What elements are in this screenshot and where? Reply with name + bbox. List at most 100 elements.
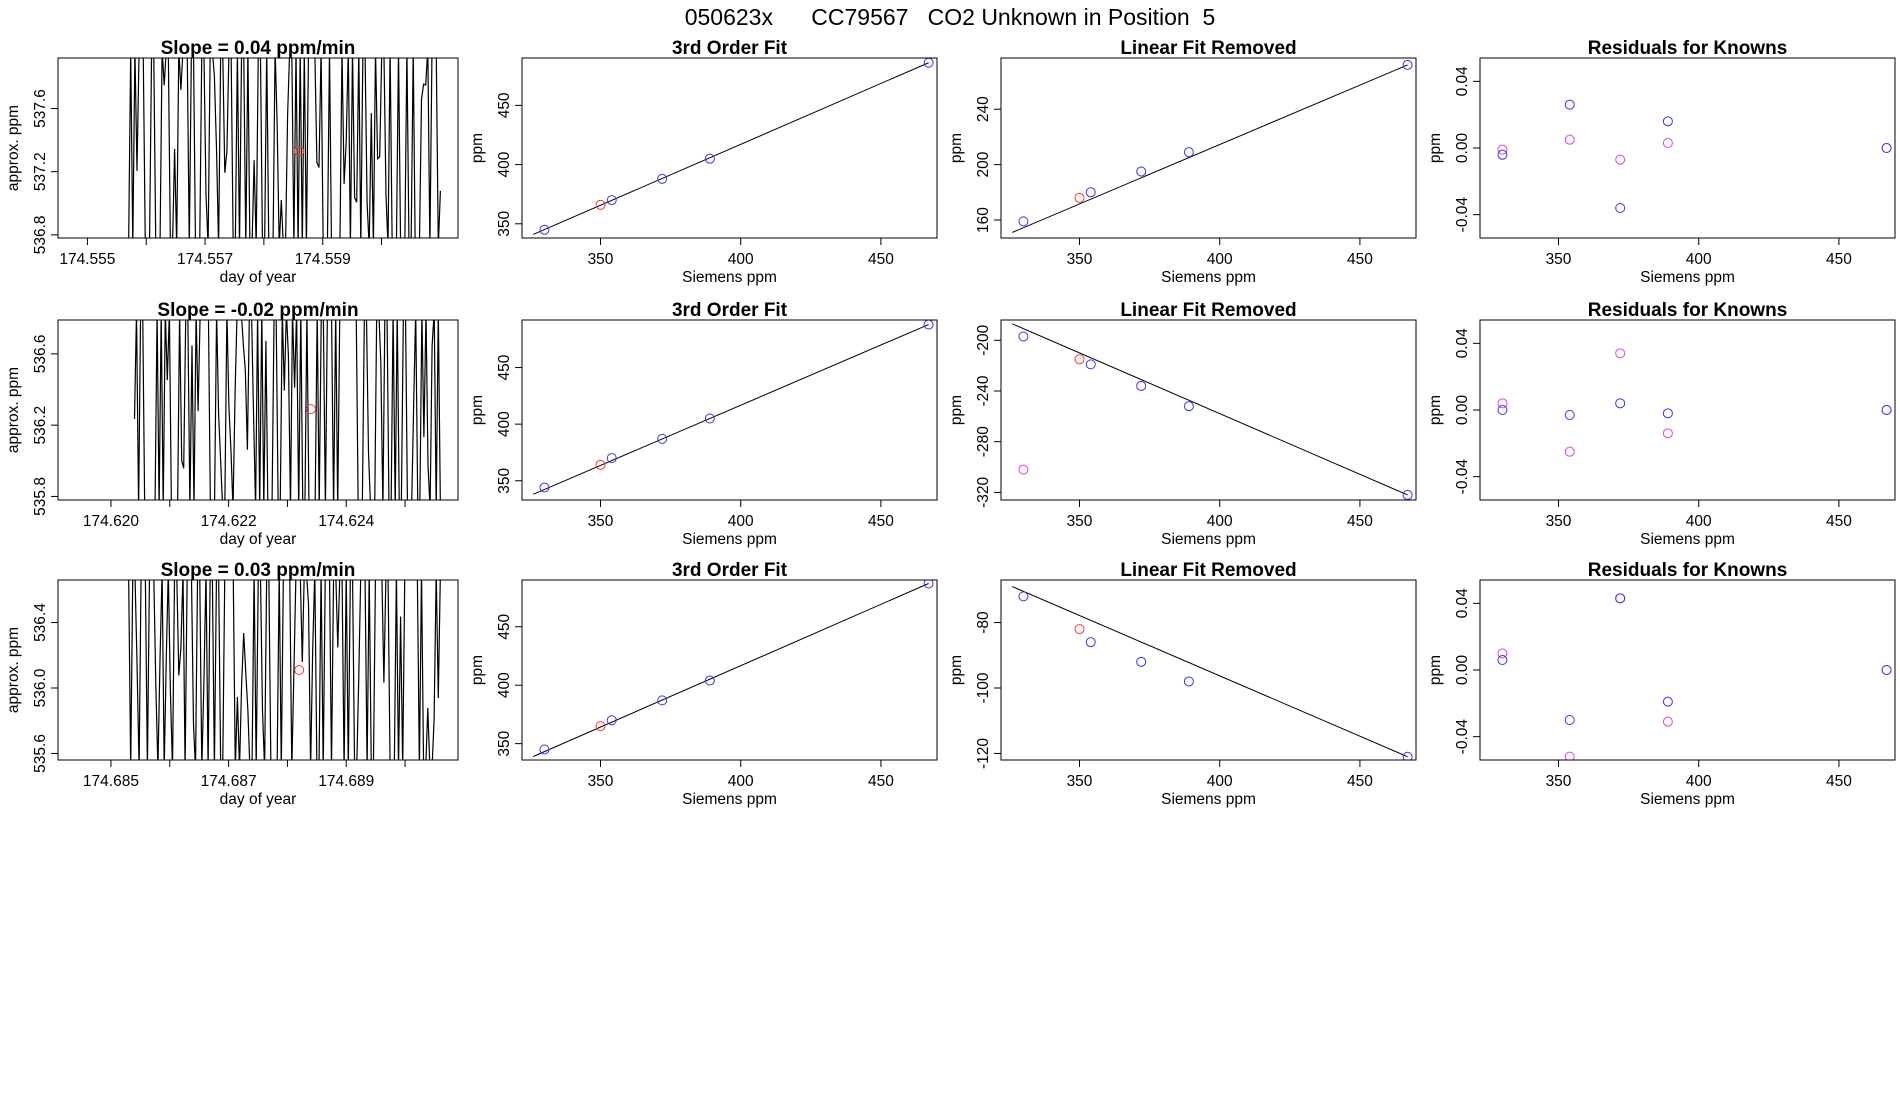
plot-area [1497, 593, 1892, 760]
y-tick-label: -240 [975, 375, 992, 406]
panel-title: Residuals for Knowns [1588, 560, 1788, 581]
x-axis-label: Siemens ppm [1640, 531, 1735, 548]
y-axis: -0.04 0.00 0.04 ppm [1427, 588, 1481, 755]
known-point [1183, 676, 1194, 687]
panel-res-row1: Residuals for Knowns 350 400 450 Siemens ppm… [1427, 38, 1896, 286]
x-tick-label: 400 [728, 513, 754, 530]
known-point [657, 173, 668, 184]
panel-lin-row2: Linear Fit Removed 350 400 450 Siemens ppm -3… [948, 300, 1417, 548]
time-series-line [133, 320, 441, 500]
y-tick-label: 450 [496, 613, 513, 639]
y-tick-label: 450 [496, 354, 513, 380]
panel-res-row2: Residuals for Knowns 350 400 450 Siemens ppm… [1427, 300, 1896, 548]
known-point [606, 195, 617, 206]
y-tick-label: 350 [496, 467, 513, 493]
plot-area [533, 580, 934, 757]
unknown-point [595, 721, 606, 732]
residual-alt-point [1662, 428, 1673, 439]
x-tick-label: 400 [1686, 251, 1712, 268]
known-point [539, 224, 550, 235]
plot-frame [1479, 579, 1896, 761]
y-axis-label: approx. ppm [5, 367, 22, 453]
x-axis-label: Siemens ppm [1161, 791, 1256, 808]
y-tick-label: 0.00 [1454, 133, 1471, 164]
panel-fit-row1: 3rd Order Fit 350 400 450 Siemens ppm 350 400 4… [469, 38, 938, 286]
residual-alt-point [1564, 751, 1575, 760]
x-axis: 350 400 450 Siemens ppm [1067, 237, 1373, 286]
plot-area [1497, 348, 1892, 457]
x-tick-label: 350 [588, 513, 614, 530]
outlier-point [1018, 464, 1029, 475]
fit-line [1012, 64, 1408, 233]
y-tick-label: 400 [496, 411, 513, 437]
y-tick-label: 0.04 [1454, 328, 1471, 359]
y-tick-label: 535.6 [32, 734, 49, 773]
mean-point-marker [294, 146, 305, 157]
x-axis-label: day of year [220, 269, 297, 286]
known-point [1662, 116, 1673, 127]
x-axis-label: day of year [220, 531, 297, 548]
known-point [1881, 665, 1892, 675]
x-tick-label: 174.620 [83, 513, 139, 530]
plot-area [1012, 586, 1413, 760]
unknown-point [1074, 354, 1085, 365]
x-axis: 350 400 450 Siemens ppm [1546, 499, 1852, 548]
y-axis-label: ppm [469, 395, 486, 425]
known-point [1497, 149, 1508, 160]
residual-alt-point [1497, 398, 1508, 409]
y-tick-label: 200 [975, 151, 992, 177]
x-axis: 350 400 450 Siemens ppm [588, 499, 894, 548]
x-tick-label: 350 [588, 251, 614, 268]
panel-lin-row3: Linear Fit Removed 350 400 450 Siemens ppm -1… [948, 560, 1417, 808]
x-tick-label: 174.624 [318, 513, 374, 530]
known-point [1662, 408, 1673, 419]
y-tick-label: 400 [496, 151, 513, 177]
y-axis: -0.04 0.00 0.04 ppm [1427, 328, 1481, 495]
x-tick-label: 174.557 [177, 251, 233, 268]
x-tick-label: 450 [1826, 513, 1852, 530]
known-point [606, 453, 617, 464]
x-axis: 350 400 450 Siemens ppm [1546, 237, 1852, 286]
y-tick-label: 0.04 [1454, 588, 1471, 619]
y-tick-label: 0.04 [1454, 66, 1471, 97]
y-tick-label: 450 [496, 92, 513, 118]
y-tick-label: 0.00 [1454, 395, 1471, 426]
plot-frame [1479, 319, 1896, 501]
y-axis-label: approx. ppm [5, 627, 22, 713]
plot-frame [1479, 57, 1896, 239]
unknown-point [1074, 192, 1085, 203]
panel-title: Linear Fit Removed [1120, 300, 1296, 321]
x-tick-label: 400 [1207, 513, 1233, 530]
x-tick-label: 400 [1207, 251, 1233, 268]
fit-line [1012, 586, 1408, 758]
x-tick-label: 400 [1686, 513, 1712, 530]
x-tick-label: 350 [1067, 773, 1093, 790]
y-tick-label: -0.04 [1454, 719, 1471, 755]
x-tick-label: 174.622 [201, 513, 257, 530]
known-point [1136, 380, 1147, 391]
mean-point-marker [294, 665, 305, 675]
y-tick-label: -0.04 [1454, 459, 1471, 495]
y-tick-label: 536.2 [32, 406, 49, 445]
time-series-line [128, 58, 441, 238]
panel-title: Slope = 0.04 ppm/min [161, 38, 356, 59]
known-point [1564, 715, 1575, 725]
y-tick-label: 537.2 [32, 152, 49, 191]
y-tick-label: 240 [975, 96, 992, 122]
known-point [606, 715, 617, 726]
y-axis: 535.6 536.0 536.4 approx. ppm [5, 603, 59, 773]
x-tick-label: 174.689 [318, 773, 374, 790]
y-axis-label: ppm [469, 655, 486, 685]
residual-alt-point [1497, 648, 1508, 659]
x-tick-label: 400 [1207, 773, 1233, 790]
plot-area [1497, 99, 1892, 213]
y-tick-label: 400 [496, 672, 513, 698]
residual-alt-point [1564, 134, 1575, 145]
x-axis-label: Siemens ppm [1161, 269, 1256, 286]
x-axis-label: Siemens ppm [1640, 791, 1735, 808]
residual-alt-point [1497, 144, 1508, 155]
known-point [1881, 143, 1892, 153]
y-tick-label: 160 [975, 207, 992, 233]
